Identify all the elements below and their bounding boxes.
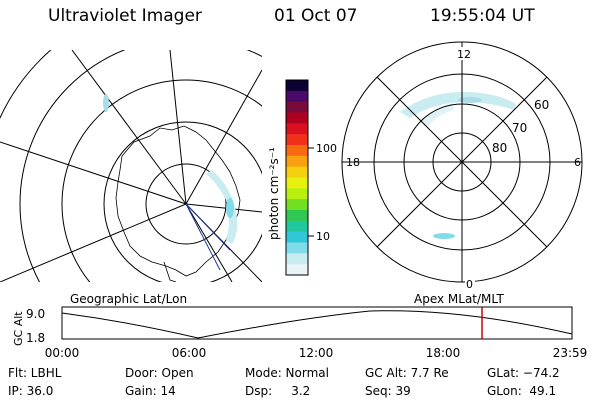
altitude-axis-title: GC Alt (12, 311, 25, 346)
colorbar-band (286, 134, 308, 146)
peninsula-outline (163, 261, 177, 282)
colorbar-band (286, 231, 308, 243)
meridian-line (71, 50, 187, 205)
lat-label-60: 60 (534, 98, 549, 112)
colorbar-unit-label: photon cm⁻²s⁻¹ (267, 147, 281, 240)
aurora-patch (226, 198, 234, 218)
status-gc-alt: GC Alt: 7.7 Re (365, 366, 449, 380)
x-tick-label: 23:59 (553, 346, 588, 360)
x-tick-label: 06:00 (172, 346, 207, 360)
altitude-curve (61, 310, 573, 339)
colorbar-band (286, 253, 308, 265)
meridian-line (185, 203, 233, 282)
time-label: 19:55:04 UT (430, 6, 535, 26)
colorbar-tick-label: 10 (316, 230, 330, 243)
polar-caption: Apex MLat/MLT (414, 292, 504, 306)
latitude-circle-inner (145, 163, 227, 245)
geo-caption: Geographic Lat/Lon (70, 292, 187, 306)
status-gain: Gain: 14 (125, 384, 176, 398)
colorbar-frame (285, 79, 309, 276)
y-tick-label: 1.8 (26, 331, 45, 345)
aurora-oval (206, 170, 238, 244)
mlt-label-0: 0 (466, 278, 473, 291)
aurora-patch (433, 233, 455, 239)
meridian-line (185, 69, 262, 205)
colorbar-band (286, 188, 308, 200)
colorbar-band (286, 210, 308, 222)
y-tick-label: 9.0 (26, 307, 45, 321)
app-title: Ultraviolet Imager (48, 6, 202, 26)
colorbar-band (286, 112, 308, 124)
latitude-circle-outer (61, 79, 262, 282)
polar-diagonal (376, 76, 548, 248)
x-tick-label: 18:00 (426, 346, 461, 360)
polar-plot: 12 18 6 0 60 70 80 (341, 41, 583, 291)
label-bg (465, 277, 475, 290)
latitude-circle-far (0, 50, 52, 120)
aurora-oval (400, 91, 516, 118)
aurora-oval (420, 104, 454, 128)
status-glat: GLat: −74.2 (487, 366, 560, 380)
colorbar-tick-label: 100 (316, 142, 337, 155)
status-ip: IP: 36.0 (8, 384, 54, 398)
polar-aurora-emission (400, 91, 516, 239)
altitude-plot: Geographic Lat/Lon Apex MLat/MLT GC Alt … (12, 292, 587, 360)
latitude-circle-edge (19, 50, 262, 282)
colorbar-band (286, 123, 308, 135)
colorbar-band (286, 166, 308, 178)
status-glon: GLon: 49.1 (487, 384, 557, 398)
label-bg (456, 47, 470, 60)
mlt-label-18: 18 (346, 156, 360, 169)
colorbar-band (286, 199, 308, 211)
meridian-line (169, 50, 187, 205)
mlt-label-6: 6 (574, 156, 581, 169)
status-dsp: Dsp: 3.2 (245, 384, 311, 398)
latitude-circle-mid (103, 121, 262, 282)
lat-label-70: 70 (512, 121, 527, 135)
colorbar-band (286, 177, 308, 189)
mlt-label-12: 12 (457, 48, 471, 61)
lat-label-80: 80 (492, 141, 507, 155)
meridian-line (185, 203, 262, 213)
geo-aurora-emission (103, 94, 238, 244)
date-label: 01 Oct 07 (274, 6, 358, 26)
colorbar-band (286, 155, 308, 168)
meridian-line (0, 203, 187, 282)
colorbar-band (286, 90, 308, 103)
terminator-line (185, 203, 231, 271)
colorbar-band (286, 242, 308, 254)
status-filter: Flt: LBHL (8, 366, 62, 380)
altitude-frame (61, 306, 573, 340)
colorbar-band (286, 101, 308, 113)
colorbar-band (286, 145, 308, 157)
geographic-map (0, 50, 262, 282)
aurora-patch (103, 94, 109, 112)
status-door: Door: Open (125, 366, 194, 380)
aurora-patch (458, 97, 482, 103)
meridian-line (0, 141, 187, 205)
colorbar-band (286, 80, 308, 92)
x-tick-label: 12:00 (299, 346, 334, 360)
colorbar (286, 80, 308, 276)
x-tick-label: 00:00 (45, 346, 80, 360)
status-seq: Seq: 39 (365, 384, 411, 398)
colorbar-band (286, 264, 308, 276)
colorbar-band (286, 220, 308, 233)
status-mode: Mode: Normal (245, 366, 329, 380)
